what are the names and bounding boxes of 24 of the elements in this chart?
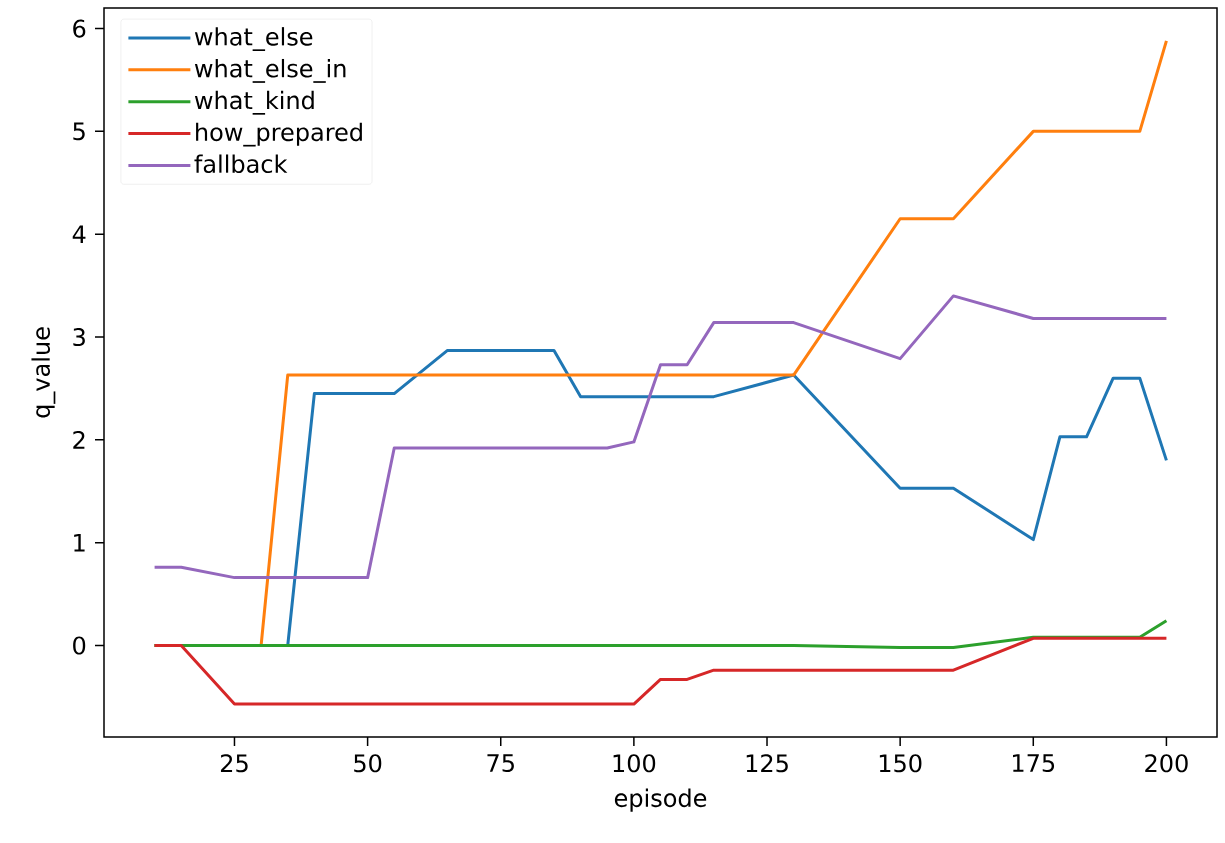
legend-label: what_else_in	[194, 58, 346, 83]
legend-label: what_kind	[194, 90, 314, 115]
x-tick-label: 125	[746, 754, 788, 773]
x-tick-label: 25	[220, 754, 248, 773]
y-tick-label: 2	[73, 430, 85, 449]
legend-label: what_else	[194, 27, 313, 52]
y-axis-title: q_value	[31, 327, 56, 418]
x-axis-title: episode	[614, 788, 707, 812]
x-tick-label: 50	[354, 754, 382, 773]
x-tick-label: 200	[1145, 754, 1188, 773]
y-tick-label: 0	[73, 636, 86, 655]
line-series	[153, 294, 1168, 580]
y-tick-label: 1	[74, 533, 85, 552]
y-tick-label: 3	[73, 327, 85, 347]
legend-label: fallback	[194, 154, 288, 174]
legend-label: how_prepared	[196, 122, 362, 147]
line-series	[153, 636, 1168, 706]
x-tick-label: 100	[613, 754, 656, 773]
x-tick-label: 75	[487, 754, 514, 773]
y-tick-label: 6	[73, 19, 86, 38]
y-tick-label: 5	[73, 122, 85, 141]
y-tick-label: 4	[72, 225, 86, 243]
x-tick-label: 175	[1013, 754, 1055, 773]
x-tick-label: 150	[879, 754, 922, 773]
